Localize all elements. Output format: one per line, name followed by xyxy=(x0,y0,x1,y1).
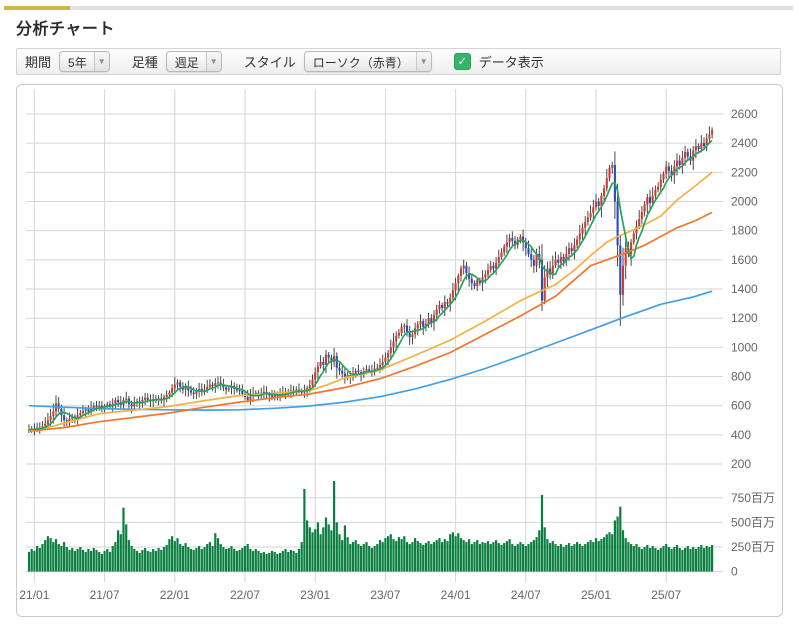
svg-text:2400: 2400 xyxy=(731,136,758,150)
svg-text:750百万: 750百万 xyxy=(731,491,775,505)
svg-text:1600: 1600 xyxy=(731,253,758,267)
svg-text:500百万: 500百万 xyxy=(731,515,775,529)
chevron-down-icon[interactable]: ▼ xyxy=(205,52,221,71)
data-display-checkbox[interactable]: ✓ xyxy=(453,53,471,70)
period-label: 期間 xyxy=(25,55,52,70)
svg-text:23/07: 23/07 xyxy=(370,588,400,602)
top-accent-bar xyxy=(4,6,793,10)
volume-bars xyxy=(27,481,714,572)
svg-text:25/07: 25/07 xyxy=(651,588,681,602)
svg-text:24/07: 24/07 xyxy=(511,588,541,602)
bar-type-dropdown[interactable]: 週足 ▼ xyxy=(165,51,222,72)
svg-text:1000: 1000 xyxy=(731,340,758,354)
chevron-down-icon[interactable]: ▼ xyxy=(415,52,431,71)
data-display-label: データ表示 xyxy=(478,55,544,70)
chevron-down-icon[interactable]: ▼ xyxy=(93,52,109,71)
svg-text:1400: 1400 xyxy=(731,282,758,296)
svg-text:23/01: 23/01 xyxy=(300,588,330,602)
bar-type-dropdown-value: 週足 xyxy=(174,56,199,70)
svg-text:400: 400 xyxy=(731,428,751,442)
axis-labels: 2600240022002000180016001400120010008006… xyxy=(19,107,775,602)
svg-text:800: 800 xyxy=(731,370,751,384)
chart-panel: 2600 2400 2200 2000 1800 1600 1400 1200 1000 800 6… xyxy=(16,84,783,617)
chart-gridlines xyxy=(26,89,723,582)
svg-text:22/01: 22/01 xyxy=(160,588,190,602)
ma-line-yellow xyxy=(28,171,713,432)
svg-text:1800: 1800 xyxy=(731,224,758,238)
ma-line-green xyxy=(28,139,713,431)
svg-text:25/01: 25/01 xyxy=(581,588,611,602)
svg-text:250百万: 250百万 xyxy=(731,540,775,554)
top-accent-gold-segment xyxy=(4,6,70,10)
svg-text:21/01: 21/01 xyxy=(19,588,49,602)
price-volume-chart[interactable]: 2600240022002000180016001400120010008006… xyxy=(17,85,782,616)
svg-text:24/01: 24/01 xyxy=(441,588,471,602)
period-dropdown[interactable]: 5年 ▼ xyxy=(59,51,110,72)
svg-text:2200: 2200 xyxy=(731,165,758,179)
period-dropdown-value: 5年 xyxy=(68,56,87,70)
svg-text:2600: 2600 xyxy=(731,107,758,121)
svg-text:200: 200 xyxy=(731,457,751,471)
style-dropdown-value: ローソク（赤青） xyxy=(312,56,409,70)
svg-text:1200: 1200 xyxy=(731,311,758,325)
bar-type-label: 足種 xyxy=(131,55,158,70)
svg-text:21/07: 21/07 xyxy=(90,588,120,602)
ma-line-blue xyxy=(28,290,713,411)
ma-line-orange xyxy=(28,211,713,433)
style-label: スタイル xyxy=(243,55,296,70)
svg-text:22/07: 22/07 xyxy=(230,588,260,602)
svg-text:2000: 2000 xyxy=(731,195,758,209)
svg-text:600: 600 xyxy=(731,399,751,413)
svg-text:0: 0 xyxy=(731,565,738,579)
style-dropdown[interactable]: ローソク（赤青） ▼ xyxy=(303,51,432,72)
chart-toolbar: 期間 5年 ▼ 足種 週足 ▼ スタイル ローソク（赤青） ▼ ✓ データ表示 xyxy=(16,48,781,75)
page-title: 分析チャート xyxy=(16,21,115,38)
